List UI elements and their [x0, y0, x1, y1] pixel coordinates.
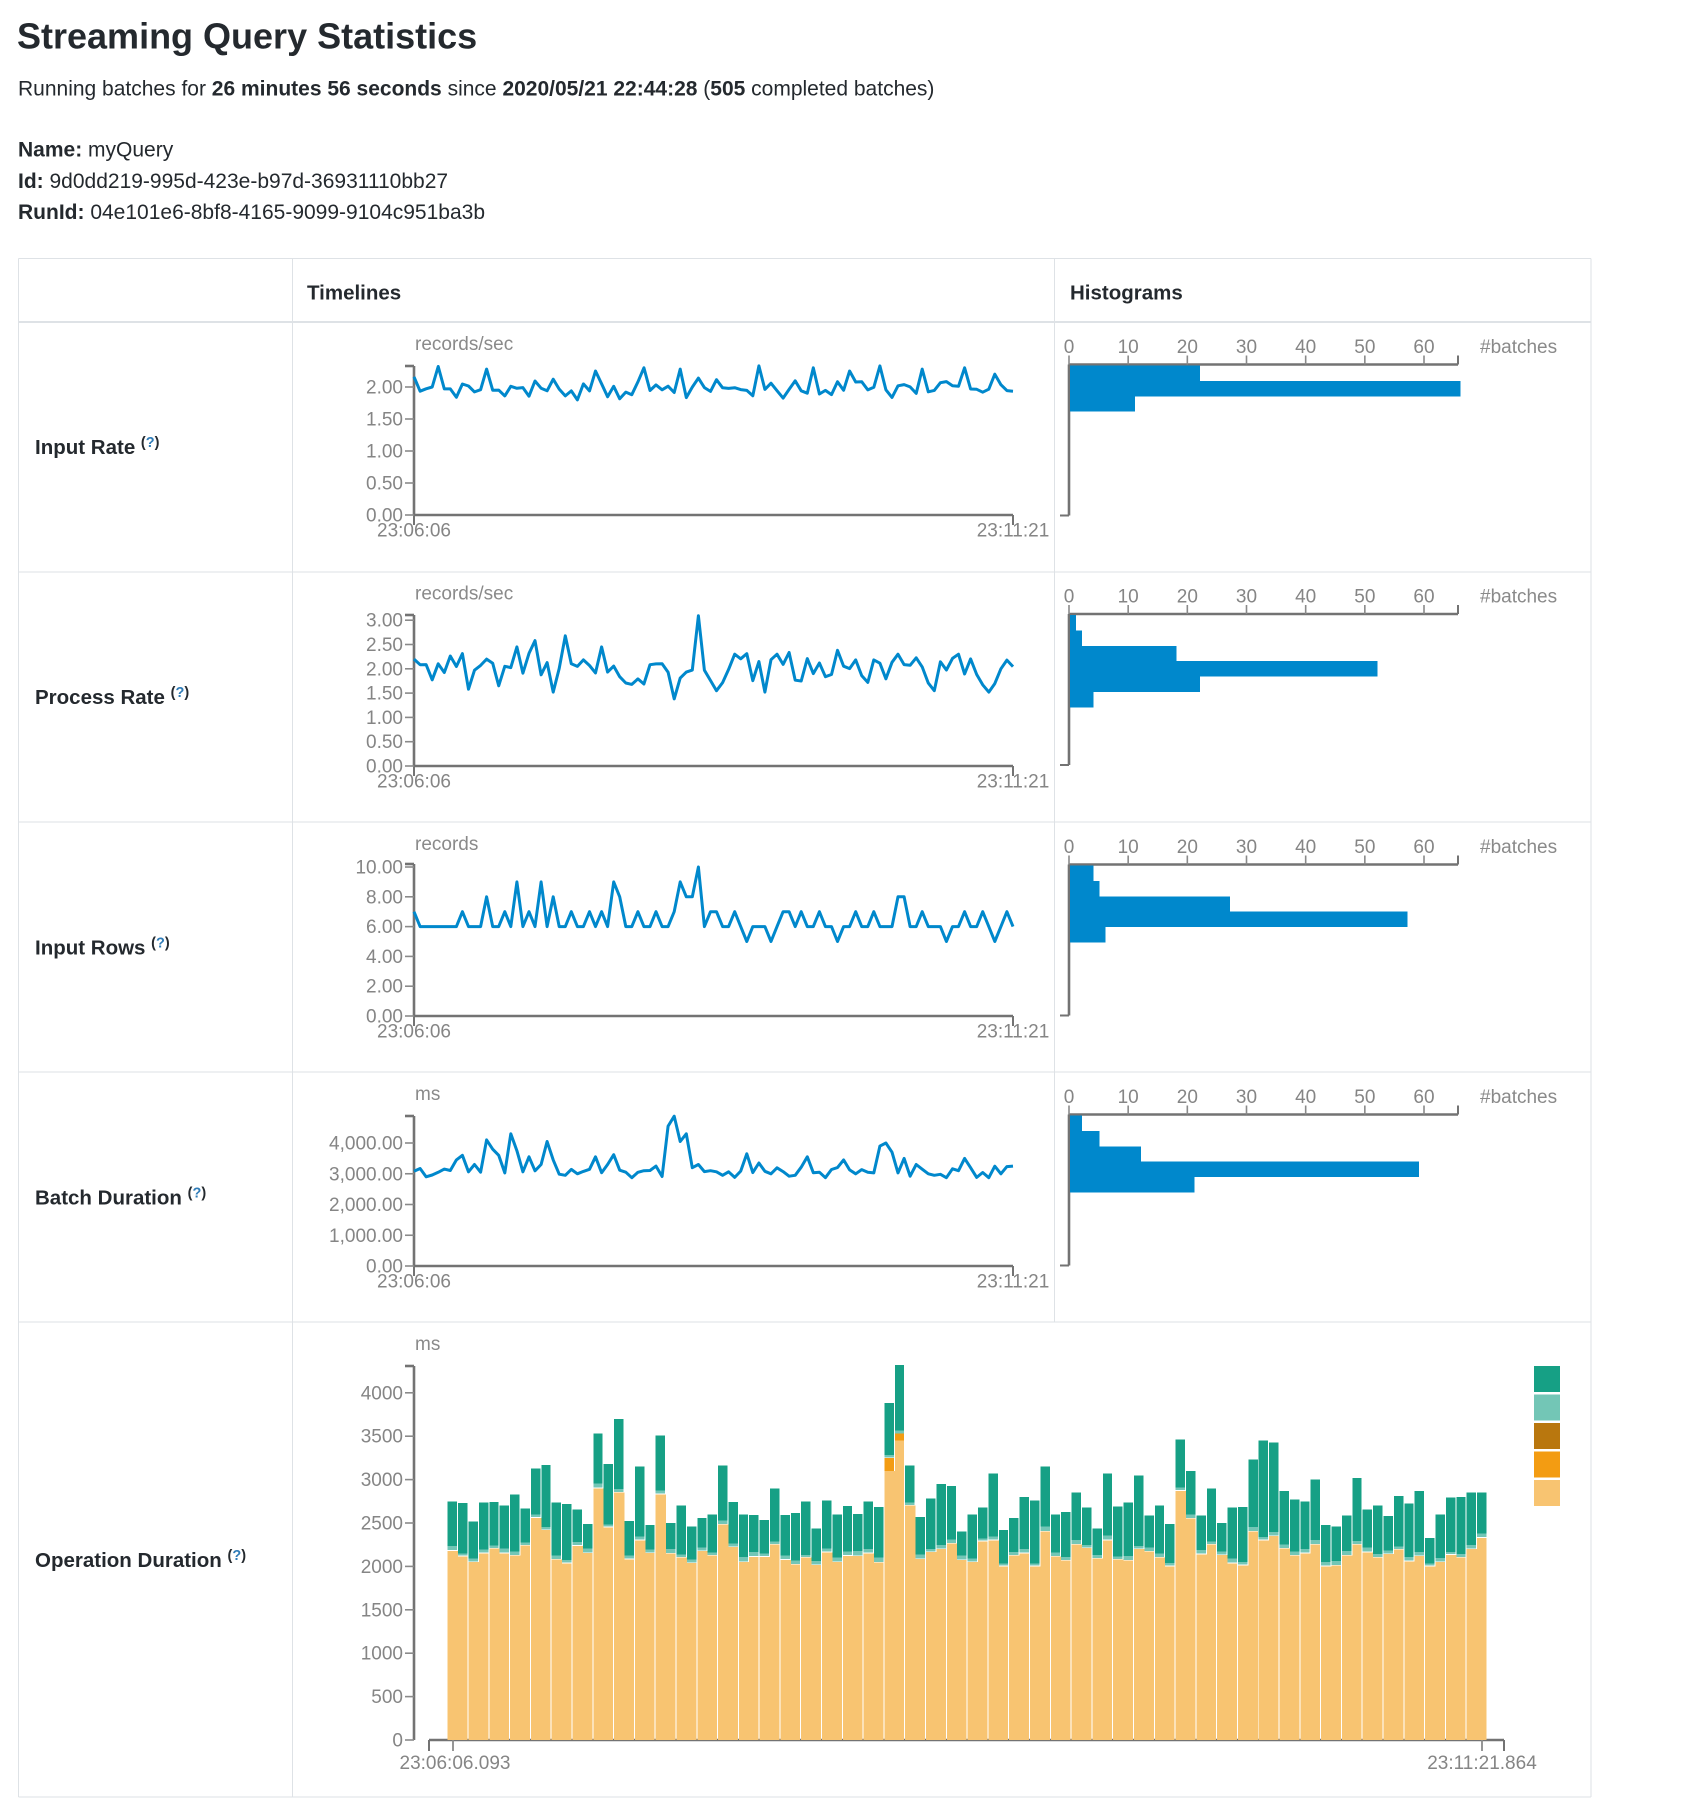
svg-text:0.00: 0.00: [366, 1007, 403, 1028]
svg-text:0: 0: [1064, 837, 1075, 858]
svg-text:RunId: 04e101e6-8bf8-4165-9099: RunId: 04e101e6-8bf8-4165-9099-9104c951b…: [18, 201, 485, 224]
svg-text:1000: 1000: [361, 1644, 403, 1665]
svg-text:3.00: 3.00: [366, 611, 403, 632]
svg-text:60: 60: [1413, 837, 1434, 858]
svg-text:10: 10: [1118, 587, 1139, 608]
svg-text:60: 60: [1413, 587, 1434, 608]
svg-text:30: 30: [1236, 837, 1257, 858]
svg-text:23:06:06: 23:06:06: [377, 772, 451, 793]
svg-text:Id: 9d0dd219-995d-423e-b97d-36: Id: 9d0dd219-995d-423e-b97d-36931110bb27: [18, 170, 448, 193]
svg-text:1.00: 1.00: [366, 708, 403, 729]
svg-text:3,000.00: 3,000.00: [329, 1164, 403, 1185]
svg-text:1500: 1500: [361, 1600, 403, 1621]
svg-text:40: 40: [1295, 587, 1316, 608]
svg-text:2.00: 2.00: [366, 378, 403, 399]
svg-text:23:06:06: 23:06:06: [377, 1272, 451, 1293]
svg-text:ms: ms: [415, 1084, 440, 1105]
svg-text:#batches: #batches: [1480, 587, 1557, 608]
svg-text:23:06:06.093: 23:06:06.093: [400, 1753, 511, 1774]
svg-text:10: 10: [1118, 337, 1139, 358]
svg-text:2.50: 2.50: [366, 635, 403, 656]
svg-text:23:11:21: 23:11:21: [977, 772, 1050, 793]
svg-text:Streaming Query Statistics: Streaming Query Statistics: [17, 16, 477, 57]
svg-text:20: 20: [1177, 837, 1198, 858]
svg-text:0: 0: [392, 1731, 403, 1752]
svg-text:0.50: 0.50: [366, 732, 403, 753]
svg-text:4.00: 4.00: [366, 947, 403, 968]
svg-text:2.00: 2.00: [366, 977, 403, 998]
svg-text:4,000.00: 4,000.00: [329, 1134, 403, 1155]
svg-text:23:06:06: 23:06:06: [377, 521, 451, 542]
svg-text:Input Rate (?): Input Rate (?): [35, 435, 160, 459]
svg-text:23:11:21: 23:11:21: [977, 521, 1050, 542]
svg-text:30: 30: [1236, 337, 1257, 358]
svg-text:50: 50: [1354, 1087, 1375, 1108]
svg-text:50: 50: [1354, 837, 1375, 858]
svg-text:1.00: 1.00: [366, 442, 403, 463]
svg-text:30: 30: [1236, 1087, 1257, 1108]
svg-text:1,000.00: 1,000.00: [329, 1226, 403, 1247]
svg-text:0: 0: [1064, 1087, 1075, 1108]
svg-text:0.00: 0.00: [366, 757, 403, 778]
svg-text:40: 40: [1295, 1087, 1316, 1108]
svg-text:60: 60: [1413, 1087, 1434, 1108]
svg-text:20: 20: [1177, 337, 1198, 358]
svg-text:Name: myQuery: Name: myQuery: [18, 139, 174, 162]
svg-text:50: 50: [1354, 337, 1375, 358]
svg-text:records/sec: records/sec: [415, 584, 513, 605]
svg-text:#batches: #batches: [1480, 1087, 1557, 1108]
svg-text:23:06:06: 23:06:06: [377, 1022, 451, 1043]
svg-text:40: 40: [1295, 837, 1316, 858]
svg-text:records: records: [415, 834, 478, 855]
svg-text:2,000.00: 2,000.00: [329, 1195, 403, 1216]
svg-text:23:11:21: 23:11:21: [977, 1272, 1050, 1293]
svg-text:23:11:21: 23:11:21: [977, 1022, 1050, 1043]
svg-text:6.00: 6.00: [366, 917, 403, 938]
svg-text:4000: 4000: [361, 1383, 403, 1404]
svg-text:0: 0: [1064, 587, 1075, 608]
svg-text:Input Rows (?): Input Rows (?): [35, 936, 170, 960]
svg-text:10: 10: [1118, 1087, 1139, 1108]
svg-text:40: 40: [1295, 337, 1316, 358]
svg-text:records/sec: records/sec: [415, 334, 513, 355]
svg-text:Operation Duration (?): Operation Duration (?): [35, 1548, 246, 1572]
svg-text:23:11:21.864: 23:11:21.864: [1427, 1753, 1537, 1774]
svg-text:10: 10: [1118, 837, 1139, 858]
svg-text:Running batches for 26 minutes: Running batches for 26 minutes 56 second…: [18, 78, 934, 101]
svg-text:20: 20: [1177, 587, 1198, 608]
svg-text:0.00: 0.00: [366, 506, 403, 527]
svg-text:0: 0: [1064, 337, 1075, 358]
svg-text:60: 60: [1413, 337, 1434, 358]
svg-text:3500: 3500: [361, 1427, 403, 1448]
svg-text:8.00: 8.00: [366, 887, 403, 908]
svg-text:Batch Duration (?): Batch Duration (?): [35, 1186, 206, 1210]
svg-text:10.00: 10.00: [355, 858, 403, 879]
svg-text:#batches: #batches: [1480, 337, 1557, 358]
svg-text:2.00: 2.00: [366, 659, 403, 680]
svg-text:Histograms: Histograms: [1070, 282, 1183, 305]
svg-text:20: 20: [1177, 1087, 1198, 1108]
svg-text:1.50: 1.50: [366, 684, 403, 705]
svg-text:500: 500: [371, 1687, 403, 1708]
svg-text:2500: 2500: [361, 1514, 403, 1535]
svg-text:Process Rate (?): Process Rate (?): [35, 685, 189, 709]
svg-text:0.00: 0.00: [366, 1257, 403, 1278]
svg-text:0.50: 0.50: [366, 474, 403, 495]
svg-text:3000: 3000: [361, 1470, 403, 1491]
svg-text:30: 30: [1236, 587, 1257, 608]
svg-text:1.50: 1.50: [366, 410, 403, 431]
svg-text:2000: 2000: [361, 1557, 403, 1578]
svg-text:#batches: #batches: [1480, 837, 1557, 858]
svg-text:50: 50: [1354, 587, 1375, 608]
svg-text:ms: ms: [415, 1334, 440, 1355]
svg-text:Timelines: Timelines: [307, 282, 401, 305]
